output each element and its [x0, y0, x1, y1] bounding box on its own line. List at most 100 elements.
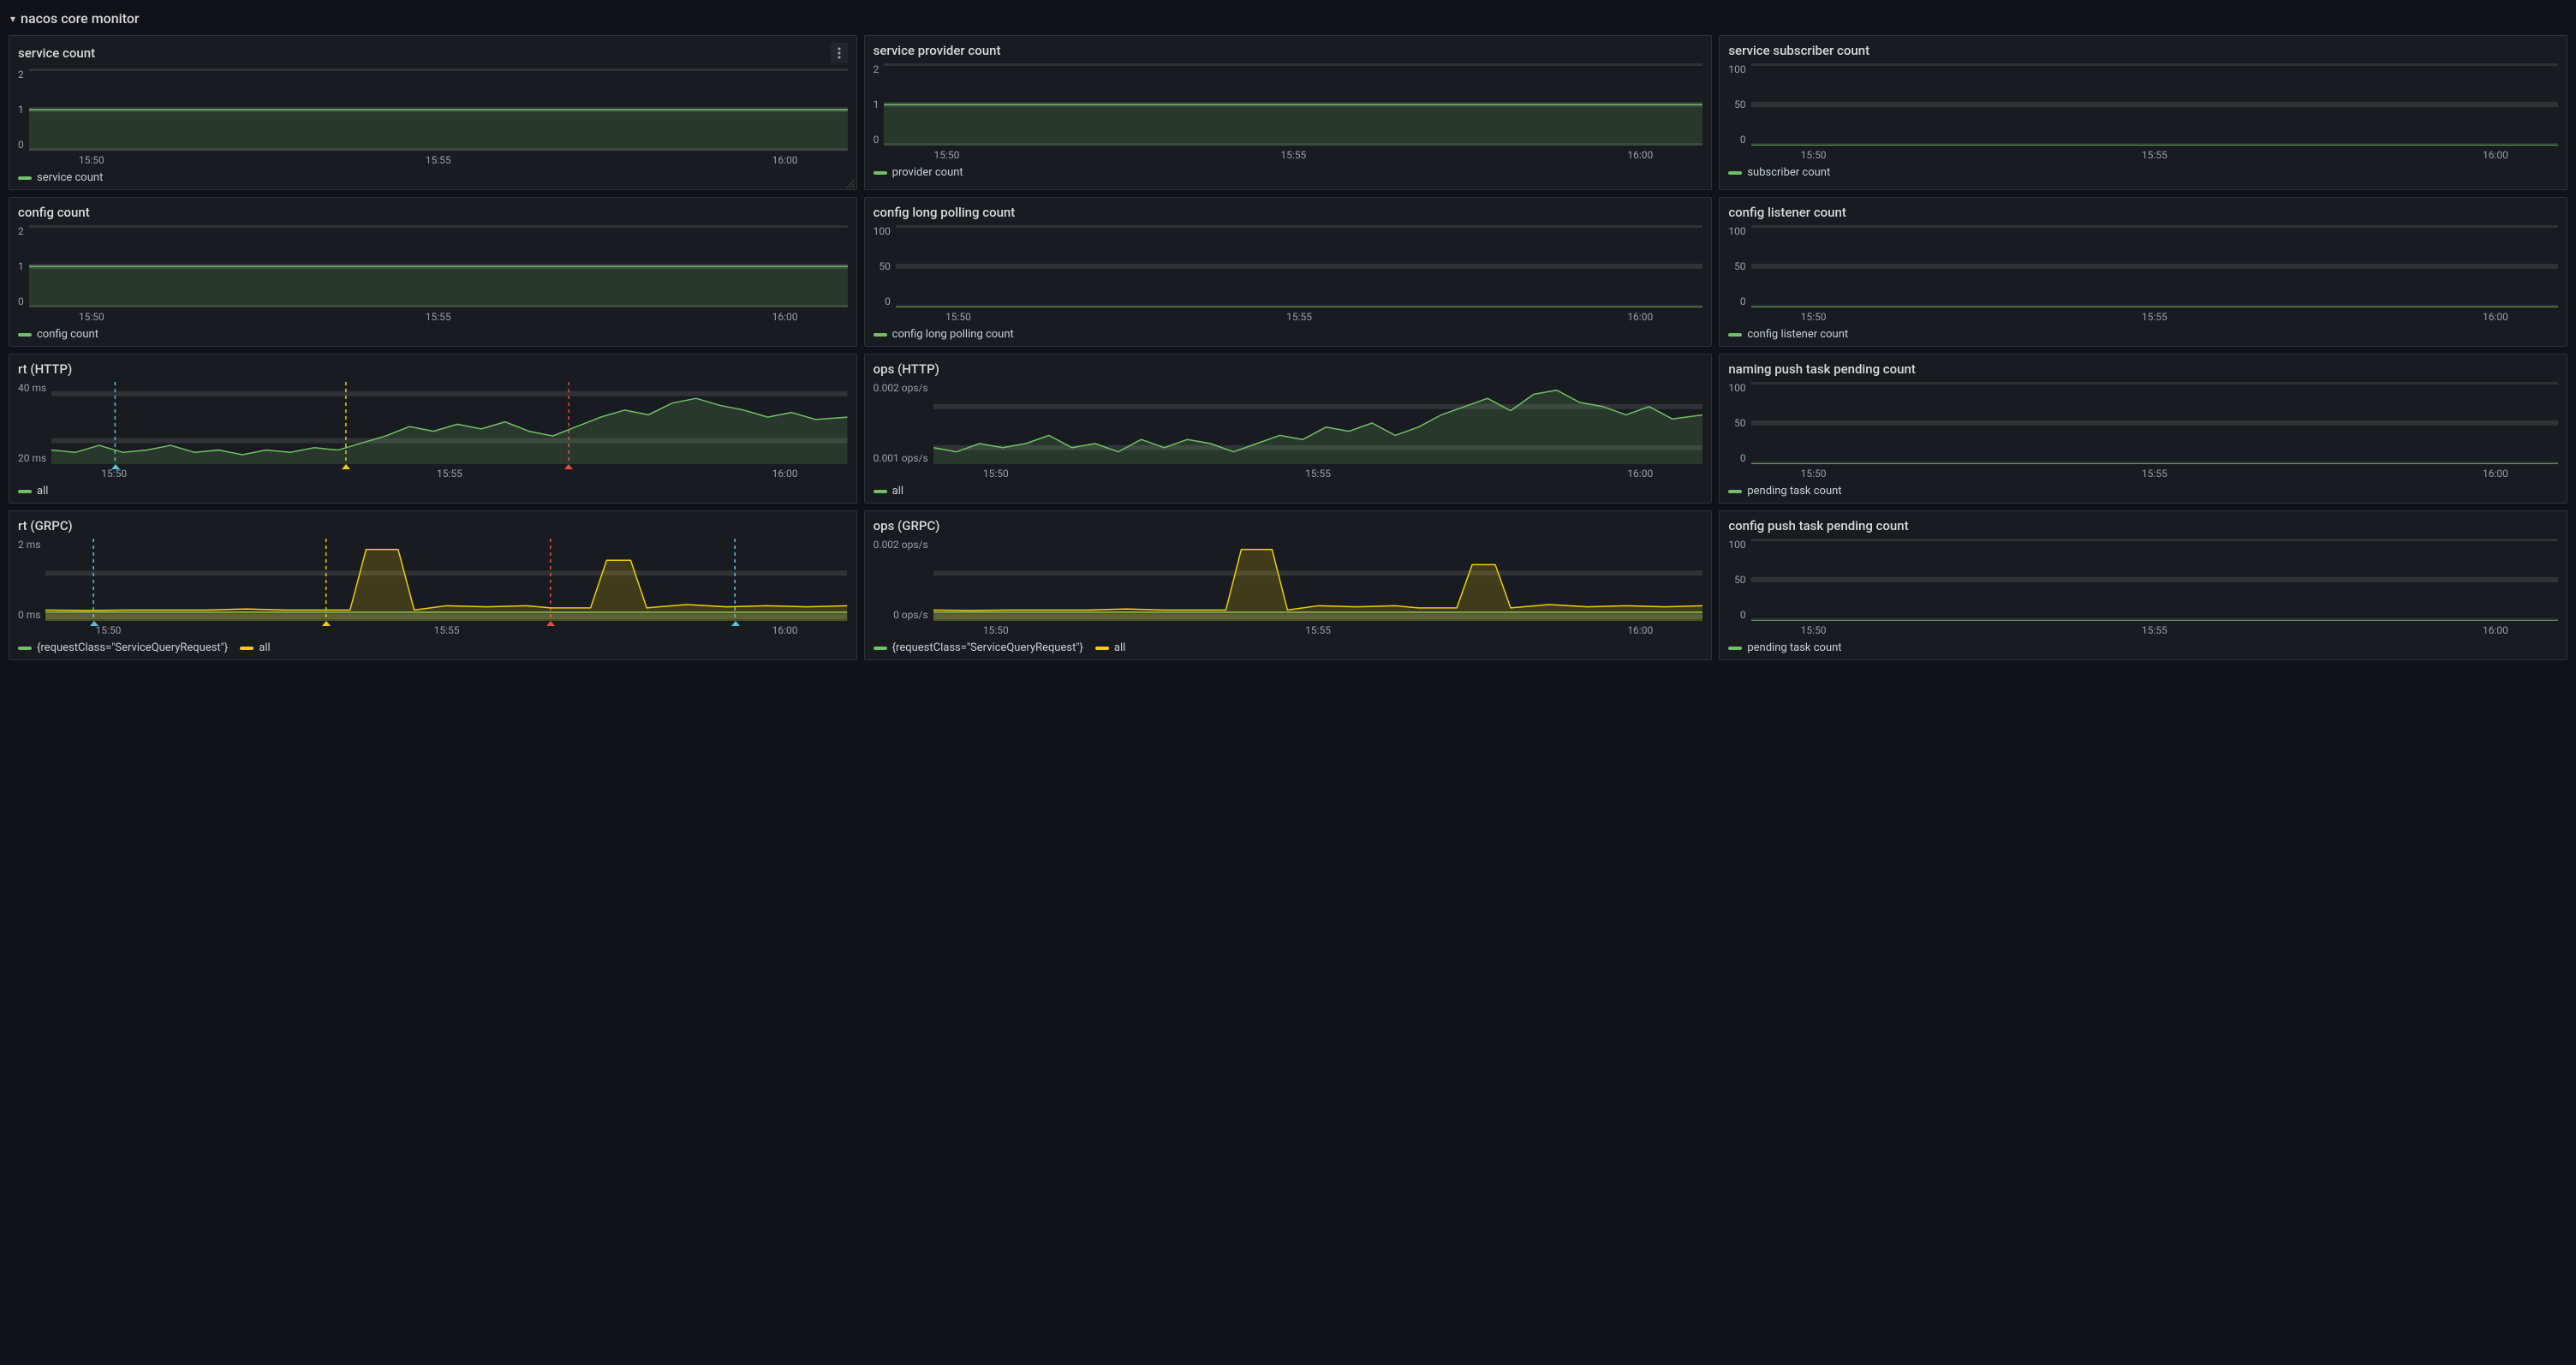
annotation-marker-icon[interactable] — [111, 464, 120, 469]
panel-title[interactable]: service provider count — [874, 43, 1001, 58]
y-axis: 100500 — [1728, 63, 1750, 146]
annotation-marker-icon[interactable] — [546, 621, 555, 626]
panel-config_count: config count210215:5015:5516:00config co… — [9, 197, 857, 347]
section-header[interactable]: ▾ nacos core monitor — [9, 7, 2567, 35]
plot-area[interactable] — [884, 63, 1702, 146]
legend-item[interactable]: config count — [18, 328, 98, 341]
chart[interactable]: 210 — [18, 69, 848, 151]
panel-title[interactable]: config long polling count — [874, 205, 1016, 220]
plot-area[interactable] — [896, 225, 1702, 307]
chart[interactable]: 40 ms20 ms — [18, 382, 848, 464]
y-tick-label: 2 — [18, 225, 24, 237]
plot-area[interactable] — [1751, 225, 2558, 307]
panel-title[interactable]: rt (HTTP) — [18, 361, 72, 377]
panel-service_count: service count210215:5015:5516:00service … — [9, 35, 857, 190]
y-axis: 2 ms0 ms — [18, 539, 45, 621]
chart[interactable]: 0.002 ops/s0.001 ops/s — [874, 382, 1703, 464]
y-tick-label: 0 ops/s — [893, 609, 928, 621]
y-tick-label: 100 — [1728, 63, 1745, 75]
x-tick-label: 15:50 — [79, 154, 104, 166]
annotation-marker-icon[interactable] — [731, 621, 740, 626]
annotation-marker-icon[interactable] — [564, 464, 573, 469]
panel-title[interactable]: naming push task pending count — [1728, 361, 1916, 377]
chart[interactable]: 100500 — [1728, 63, 2558, 146]
x-axis: 10015:5015:5516:00 — [1728, 621, 2558, 638]
y-axis: 210 — [874, 63, 885, 146]
legend-item[interactable]: all — [874, 485, 903, 498]
legend-item[interactable]: subscriber count — [1728, 166, 1830, 179]
x-tick-label: 16:00 — [772, 311, 798, 323]
annotation-marker-icon[interactable] — [90, 621, 98, 626]
chevron-down-icon: ▾ — [10, 13, 15, 25]
x-axis: 215:5015:5516:00 — [874, 146, 1703, 163]
legend-item[interactable]: config long polling count — [874, 328, 1014, 341]
chart[interactable]: 210 — [874, 63, 1703, 146]
y-axis: 40 ms20 ms — [18, 382, 51, 464]
panel-header: config push task pending count — [1728, 518, 2558, 539]
legend-swatch-icon — [1728, 647, 1742, 650]
y-tick-label: 2 — [874, 63, 880, 75]
x-tick-label: 15:50 — [983, 624, 1009, 636]
chart[interactable]: 100500 — [1728, 382, 2558, 464]
plot-area[interactable] — [45, 539, 847, 621]
plot-area[interactable] — [1751, 539, 2558, 621]
panel-title[interactable]: config count — [18, 205, 90, 220]
panel-title[interactable]: config push task pending count — [1728, 518, 1908, 533]
plot-area[interactable] — [1751, 63, 2558, 146]
x-axis: 0.002 ops/s15:5015:5516:00 — [874, 621, 1703, 638]
panel-title[interactable]: service count — [18, 45, 95, 61]
y-tick-label: 50 — [879, 260, 891, 272]
x-tick-label: 15:50 — [1801, 149, 1827, 161]
chart[interactable]: 210 — [18, 225, 848, 307]
panel-title[interactable]: ops (GRPC) — [874, 518, 940, 533]
x-tick-label: 15:55 — [2142, 149, 2168, 161]
legend-item[interactable]: {requestClass="ServiceQueryRequest"} — [18, 641, 228, 654]
plot-area[interactable] — [1751, 382, 2558, 464]
legend-item[interactable]: {requestClass="ServiceQueryRequest"} — [874, 641, 1083, 654]
panel-title[interactable]: rt (GRPC) — [18, 518, 73, 533]
legend-label: all — [892, 485, 903, 498]
legend-item[interactable]: service count — [18, 171, 103, 184]
y-axis: 0.002 ops/s0 ops/s — [874, 539, 933, 621]
panel-config_listener: config listener count10050010015:5015:55… — [1719, 197, 2567, 347]
annotation-marker-icon[interactable] — [342, 464, 350, 469]
legend: {requestClass="ServiceQueryRequest"} all — [874, 638, 1703, 654]
y-axis: 100500 — [1728, 539, 1750, 621]
x-tick-label: 16:00 — [772, 154, 798, 166]
legend-swatch-icon — [874, 171, 887, 175]
plot-area[interactable] — [933, 382, 1703, 464]
y-tick-label: 20 ms — [18, 452, 46, 464]
chart[interactable]: 0.002 ops/s0 ops/s — [874, 539, 1703, 621]
y-axis: 100500 — [874, 225, 896, 307]
plot-area[interactable] — [933, 539, 1703, 621]
chart[interactable]: 100500 — [1728, 225, 2558, 307]
legend-item[interactable]: config listener count — [1728, 328, 1848, 341]
legend-item[interactable]: all — [240, 641, 270, 654]
chart[interactable]: 100500 — [1728, 539, 2558, 621]
x-axis: 2 ms15:5015:5516:00 — [18, 621, 848, 638]
legend: config listener count — [1728, 325, 2558, 341]
legend-item[interactable]: pending task count — [1728, 485, 1841, 498]
plot-area[interactable] — [29, 69, 848, 151]
annotation-marker-icon[interactable] — [322, 621, 331, 626]
legend-item[interactable]: all — [18, 485, 48, 498]
legend-item[interactable]: all — [1095, 641, 1125, 654]
chart[interactable]: 2 ms0 ms — [18, 539, 848, 621]
legend-item[interactable]: provider count — [874, 166, 963, 179]
panel-header: service provider count — [874, 43, 1703, 63]
panel-title[interactable]: config listener count — [1728, 205, 1846, 220]
panel-title[interactable]: ops (HTTP) — [874, 361, 939, 377]
plot-area[interactable] — [51, 382, 847, 464]
plot-area[interactable] — [29, 225, 848, 307]
x-tick-label: 16:00 — [772, 624, 798, 636]
panel-header: service count — [18, 43, 848, 69]
resize-handle-icon[interactable] — [846, 179, 855, 188]
x-tick-label: 15:50 — [79, 311, 104, 323]
legend-item[interactable]: pending task count — [1728, 641, 1841, 654]
panel-title[interactable]: service subscriber count — [1728, 43, 1869, 58]
legend-swatch-icon — [18, 333, 32, 337]
panel-menu-button[interactable] — [831, 43, 848, 63]
chart[interactable]: 100500 — [874, 225, 1703, 307]
panel-header: ops (GRPC) — [874, 518, 1703, 539]
y-tick-label: 0 — [885, 295, 891, 307]
